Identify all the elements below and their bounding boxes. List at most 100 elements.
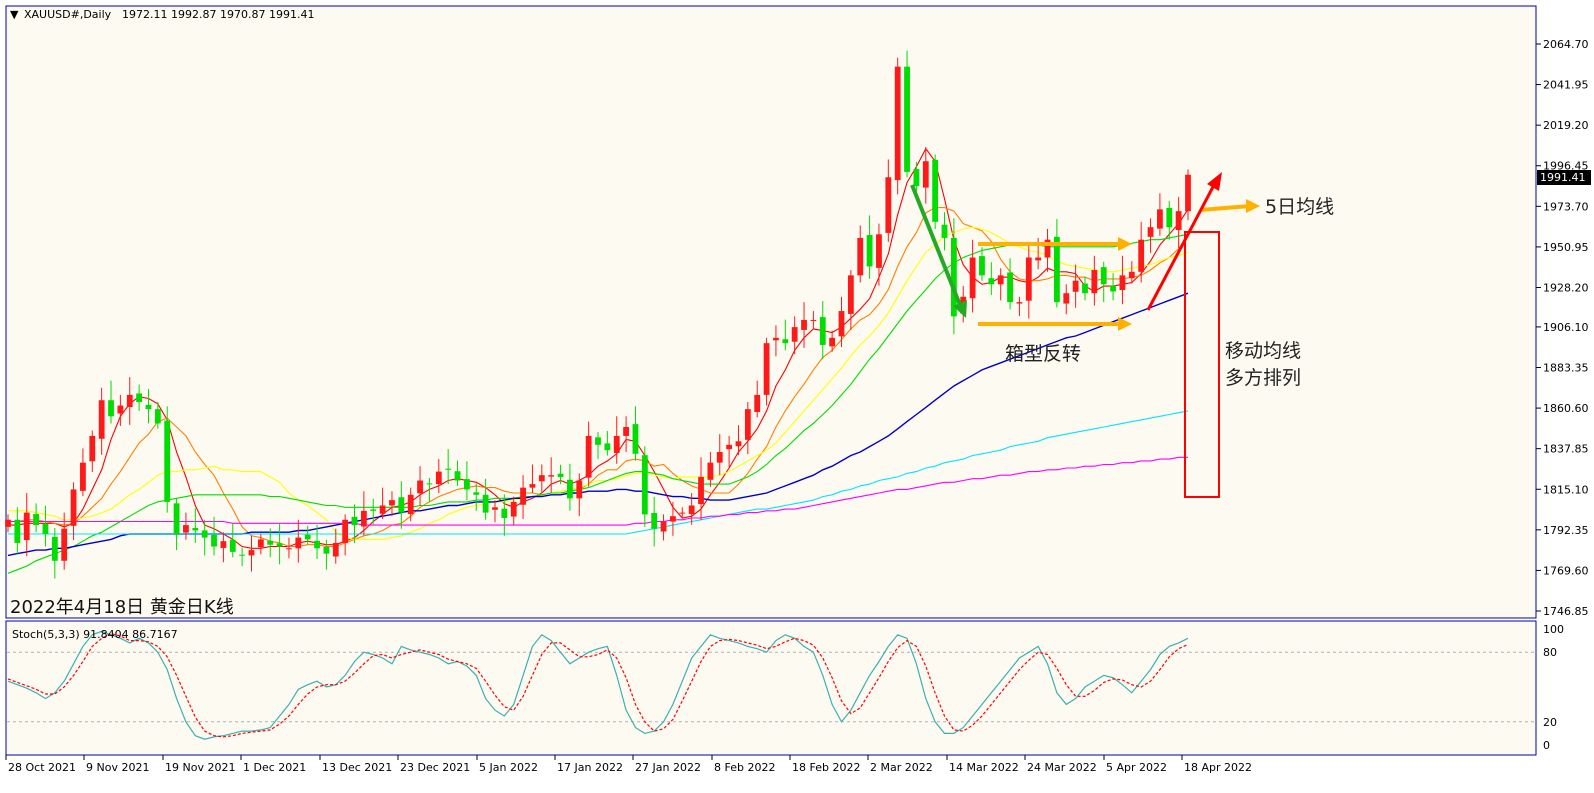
ma-10-line [8,207,1189,548]
price-tick-label: 1746.85 [1543,605,1589,618]
date-tick-label: 5 Apr 2022 [1106,761,1167,774]
candle-body [492,507,498,510]
candle-body [791,327,798,342]
candle-body [51,536,58,561]
price-tick-label: 2064.70 [1543,38,1589,51]
candle-body [1100,267,1107,285]
date-tick-label: 9 Nov 2021 [86,761,149,774]
candle-body [698,476,704,505]
candle-body [463,479,470,490]
candle-body [969,257,976,299]
candle-body [651,512,658,529]
candle-body [1157,209,1163,229]
box-bottom-arrowhead [1118,317,1132,331]
candle-body [782,339,789,344]
candle-body [847,275,854,314]
candle-body [754,394,761,413]
stoch-tick-label: 0 [1543,739,1550,752]
candle-body [613,435,620,454]
stoch-tick-label: 20 [1543,716,1557,729]
candle-body [670,516,676,522]
candle-body [164,420,171,502]
current-price-tag [1537,170,1591,185]
candle-body [211,534,217,547]
candle-body [1016,302,1023,304]
candle-body [379,505,386,514]
candle-body [679,512,686,514]
candle-body [1110,285,1116,292]
candle-body [894,66,901,181]
candle-body [1025,257,1032,301]
box-reversal-annotation: 箱型反转 [1005,343,1081,365]
candle-body [23,512,30,541]
price-tick-label: 1769.60 [1543,564,1589,577]
candle-body [435,471,442,485]
candle-body [1128,271,1135,279]
downtrend-arrowhead [953,300,967,318]
candle-body [229,539,236,552]
candle-body [866,235,873,267]
candle-body [1007,272,1013,303]
box-top-arrowhead [1118,237,1132,251]
candle-body [922,161,929,188]
stoch-signal-line [7,632,1189,738]
ma-30-line [7,233,1189,574]
uptrend-arrow [1146,184,1216,311]
candle-body [763,343,770,395]
uptrend-arrowhead [1207,172,1222,191]
price-tick-label: 1950.95 [1543,241,1589,254]
candle-body [979,256,985,276]
candle-body [136,393,143,403]
price-tick-label: 1792.35 [1543,524,1589,537]
candle-body [426,483,433,485]
candle-body [183,525,189,533]
candle-body [70,489,77,526]
candle-body [117,405,124,414]
ma-20-line [8,226,1189,540]
candle-body [5,519,11,527]
candle-body [632,424,639,454]
candle-body [370,509,377,511]
stoch-tick-label: 100 [1543,623,1564,636]
header-dropdown-icon[interactable]: ▼ [10,8,19,21]
price-tick-label: 1837.85 [1543,443,1589,456]
candle-body [323,546,330,554]
candle-body [473,492,480,495]
candle-body [641,455,648,515]
candle-body [520,487,526,505]
candle-body [773,337,779,341]
ma5-annotation: 5日均线 [1265,196,1334,218]
date-tick-label: 1 Dec 2021 [243,761,306,774]
candle-body [342,519,349,543]
candle-body [726,444,733,450]
downtrend-arrow [910,184,962,306]
candle-body [819,317,826,345]
candle-body [576,480,583,499]
current-price-label: 1991.41 [1540,171,1586,184]
candle-body [801,319,807,330]
candle-body [267,540,274,545]
candle-body [735,441,742,447]
candle-body [154,409,161,424]
candle-body [557,473,564,477]
date-tick-label: 23 Dec 2021 [400,761,470,774]
candle-body [707,462,714,480]
price-axis: 2064.70 2041.95 2019.20 1996.45 1973.70 1950.… [1536,38,1589,618]
candle-body [286,548,292,550]
candle-body [417,480,423,494]
candle-body [239,554,246,556]
stoch-label: Stoch(5,3,3) 91.8404 86.7167 [12,628,178,641]
candle-body [1035,257,1042,261]
candle-body [351,516,358,526]
candle-body [810,319,817,321]
candle-body [1044,239,1051,258]
candle-body [716,451,723,463]
candle-body [604,443,611,451]
ma-alignment-box [1184,231,1220,498]
candle-body [688,505,695,515]
candle-body [744,409,751,440]
candle-body [941,224,948,238]
price-tick-label: 1973.70 [1543,200,1589,213]
candle-body [904,66,910,172]
